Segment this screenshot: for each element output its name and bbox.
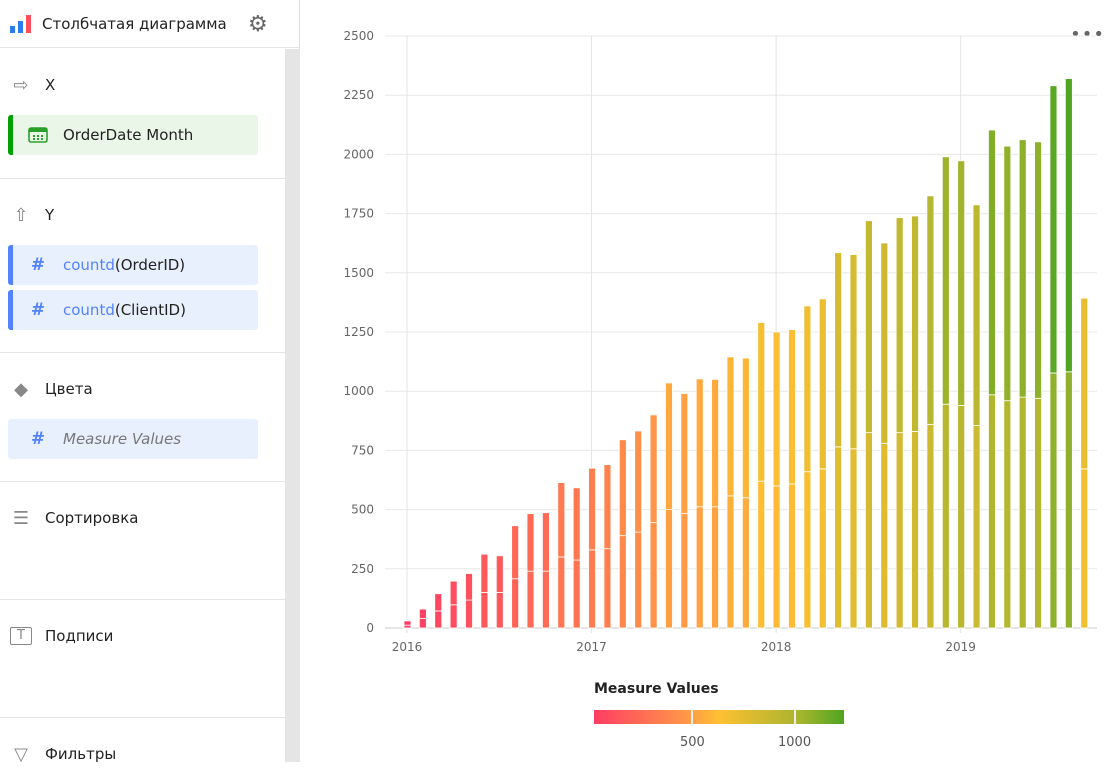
arrow-right-icon: ⇨ [13, 74, 29, 96]
field-measure-values[interactable]: # Measure Values [8, 419, 258, 459]
sidebar: Столбчатая диаграмма ⚙ ⇨ X OrderDate Mont… [0, 0, 300, 765]
section-y: ⇧ Y # countd(OrderID) # countd(ClientID) [0, 179, 285, 353]
sort-icon: ☰ [12, 507, 30, 529]
sidebar-scrollbar[interactable] [285, 49, 300, 762]
section-labels: T Подписи [0, 600, 285, 718]
more-dots-icon[interactable]: ••• [1070, 24, 1105, 45]
gear-icon[interactable]: ⚙ [248, 12, 268, 37]
paint-bucket-icon: ◆ [14, 378, 28, 400]
section-label: X [45, 76, 56, 94]
hash-icon: # [30, 255, 46, 275]
filter-icon: ▽ [14, 743, 28, 765]
section-colors: ◆ Цвета # Measure Values [0, 353, 285, 482]
chart-area: ••• [301, 0, 1115, 762]
section-label: Цвета [45, 380, 93, 398]
field-arg: (OrderID) [114, 256, 186, 274]
legend-tick-mark [794, 710, 796, 724]
legend-title: Measure Values [594, 681, 719, 697]
field-label: Measure Values [63, 430, 182, 448]
section-x: ⇨ X OrderDate Month [0, 49, 285, 179]
calendar-icon [28, 127, 48, 143]
section-label: Фильтры [45, 745, 117, 763]
field-countd-orderid[interactable]: # countd(OrderID) [8, 245, 258, 285]
field-label: OrderDate Month [63, 126, 194, 144]
hash-icon: # [30, 429, 46, 449]
bar-chart-icon [10, 14, 31, 33]
hash-icon: # [30, 300, 46, 320]
arrow-up-icon: ⇧ [13, 204, 29, 226]
text-icon: T [10, 627, 32, 645]
field-func: countd [63, 256, 115, 274]
legend-tick-mark [691, 710, 693, 724]
section-label: Подписи [45, 627, 114, 645]
section-sort: ☰ Сортировка [0, 482, 285, 600]
section-label: Y [45, 206, 55, 224]
sidebar-header: Столбчатая диаграмма ⚙ [0, 0, 299, 48]
legend-tick: 500 [680, 735, 705, 750]
section-label: Сортировка [45, 509, 139, 527]
legend-gradient [594, 710, 844, 724]
chart-type-title: Столбчатая диаграмма [42, 14, 227, 33]
field-countd-clientid[interactable]: # countd(ClientID) [8, 290, 258, 330]
field-func: countd [63, 301, 115, 319]
field-arg: (ClientID) [114, 301, 186, 319]
legend-tick: 1000 [778, 735, 812, 750]
section-filters: ▽ Фильтры [0, 718, 285, 778]
field-orderdate-month[interactable]: OrderDate Month [8, 115, 258, 155]
